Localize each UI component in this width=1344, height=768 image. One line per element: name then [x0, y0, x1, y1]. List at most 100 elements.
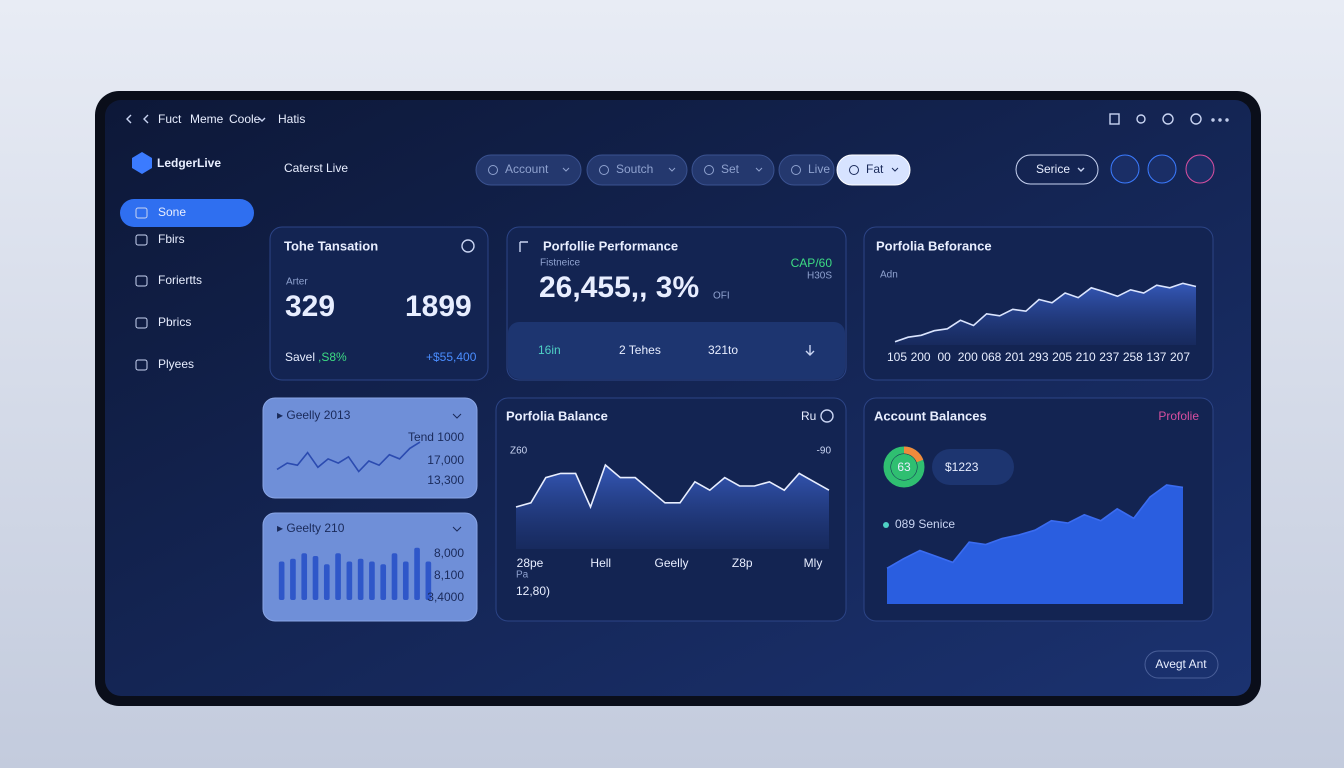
line — [515, 463, 830, 510]
card — [262, 397, 478, 499]
card-title: ▸ Geelty 210 — [277, 521, 345, 535]
service-button[interactable] — [1015, 154, 1099, 185]
x-tick-label: Mly — [804, 556, 823, 570]
filter-label: Fat — [866, 162, 884, 176]
filter-pill[interactable] — [691, 154, 775, 186]
x-tick-label: Z8p — [732, 556, 753, 570]
chevron — [562, 167, 570, 172]
card — [269, 226, 489, 381]
card-action[interactable]: Ru — [801, 409, 816, 423]
card-value: $1223 — [945, 460, 979, 474]
badge: CAP/60 — [791, 256, 833, 270]
x-tick-label: 068 — [981, 350, 1001, 364]
brand-logo — [132, 152, 152, 174]
nav-arrows[interactable] — [126, 114, 149, 124]
chevron — [755, 167, 763, 172]
stat: 1899 — [405, 290, 472, 323]
chevron[interactable] — [452, 413, 462, 419]
icon-button[interactable] — [1147, 154, 1177, 184]
filter-pill[interactable] — [586, 154, 688, 186]
x-tick-label: 200 — [911, 350, 931, 364]
filter-label: Live — [808, 162, 830, 176]
top-icons[interactable] — [1109, 113, 1229, 125]
sidebar-icon — [135, 317, 148, 329]
bar — [301, 553, 308, 600]
bar — [414, 547, 420, 600]
filter-icon — [488, 165, 498, 175]
filter-label: Soutch — [616, 162, 653, 176]
sidebar-item[interactable]: Plyees — [158, 357, 194, 371]
card-title: Tohe Tansation — [284, 238, 378, 253]
chart-label: Tend 1000 — [408, 430, 464, 444]
stat: 329 — [285, 290, 335, 323]
line — [886, 484, 1184, 569]
x-tick-label: Geelly — [654, 556, 688, 570]
filter-icon — [704, 165, 714, 175]
x-tick-label: 201 — [1005, 350, 1025, 364]
row-value: 321to — [708, 343, 738, 357]
sidebar-icon — [135, 207, 148, 219]
clock-icon[interactable] — [820, 409, 834, 423]
footer-value: +$55,400 — [426, 350, 477, 364]
top-link[interactable]: Hatis — [278, 112, 305, 126]
sidebar-item[interactable]: Pbrics — [158, 315, 191, 329]
chevron — [891, 167, 899, 172]
card-row — [508, 322, 845, 379]
card-label: Fistneice — [540, 258, 580, 269]
clock-icon[interactable] — [461, 239, 475, 253]
top-link[interactable]: Coole — [229, 112, 261, 126]
sidebar-icon — [135, 234, 148, 246]
chart-label: 3,4000 — [427, 590, 464, 604]
download-icon[interactable] — [805, 345, 815, 356]
x-tick-label: 137 — [1146, 350, 1166, 364]
filter-icon — [791, 165, 801, 175]
service-label: Serice — [1036, 162, 1070, 176]
legend-label: 089 Senice — [895, 517, 955, 531]
filter-pill[interactable] — [836, 154, 911, 186]
chart-label: 13,300 — [427, 473, 464, 487]
chevron[interactable] — [452, 526, 462, 532]
footer-button[interactable] — [1144, 650, 1219, 679]
bar — [391, 553, 398, 600]
filter-icon — [849, 165, 859, 175]
card-value: 12,80) — [516, 584, 550, 598]
card-title: Porfollie Performance — [543, 238, 678, 253]
line — [894, 282, 1197, 343]
top-link[interactable]: Fuct — [158, 112, 182, 126]
card-title: Porfolia Beforance — [876, 238, 992, 253]
chart-label: -90 — [817, 446, 832, 457]
sidebar-icon — [135, 359, 148, 371]
card-title: ▸ Geelly 2013 — [277, 408, 351, 422]
filter-icon — [599, 165, 609, 175]
sidebar-item[interactable]: Foriertts — [158, 273, 202, 287]
page-title: Caterst Live — [284, 161, 348, 175]
badge: H30S — [807, 271, 832, 282]
donut-segment — [903, 446, 924, 463]
card-title: Porfolia Balance — [506, 408, 608, 423]
sidebar-item[interactable]: Sone — [158, 205, 186, 219]
filter-label: Set — [721, 162, 740, 176]
bar — [323, 564, 330, 600]
icon-button[interactable] — [1185, 154, 1215, 184]
bar — [346, 561, 353, 600]
bar — [357, 558, 364, 600]
card-label: Pa — [516, 570, 529, 581]
top-link[interactable]: Meme — [190, 112, 224, 126]
bar — [312, 556, 319, 600]
chart-label: Z60 — [510, 446, 528, 457]
filter-pill[interactable] — [475, 154, 582, 186]
card-link[interactable]: Profolie — [1158, 409, 1199, 423]
bar — [369, 561, 375, 600]
filter-pill[interactable] — [778, 154, 835, 186]
icon-button[interactable] — [1110, 154, 1140, 184]
x-tick-label: 200 — [958, 350, 978, 364]
chart-icon — [519, 241, 528, 252]
bar — [380, 564, 387, 600]
donut-center — [891, 454, 917, 480]
sidebar-item[interactable]: Fbirs — [158, 232, 185, 246]
x-tick-label: 205 — [1052, 350, 1072, 364]
footer-label: Savel — [285, 350, 315, 364]
bar — [290, 558, 296, 600]
x-tick-label: 207 — [1170, 350, 1190, 364]
sidebar-active[interactable] — [120, 199, 254, 227]
